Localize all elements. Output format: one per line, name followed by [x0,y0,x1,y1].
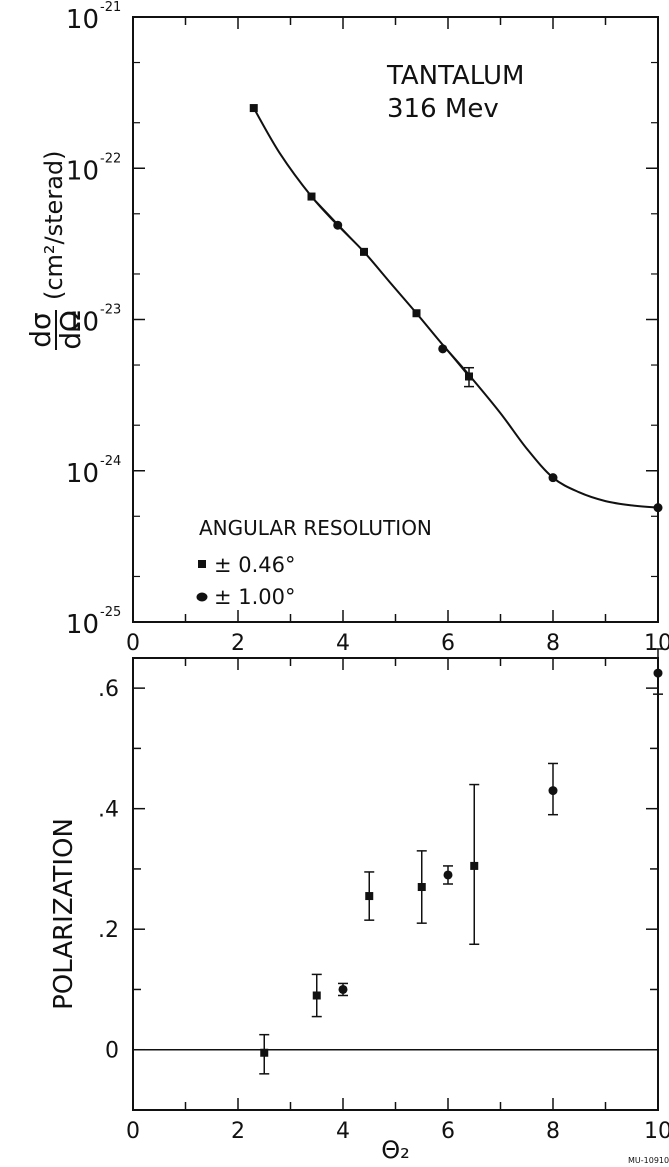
data-points-bottom [259,648,663,1075]
y-label-units: (cm²/sterad) [40,151,68,301]
x-tick-label: 6 [441,1119,455,1144]
legend-circle-marker [196,592,208,602]
x-tick-label: 2 [231,631,245,656]
x-tick-label: 4 [336,1119,350,1144]
figure-code: MU-10910 [628,1156,669,1165]
y-axis-label-top: dσ dΩ (cm²/sterad) [24,151,87,350]
y-tick-label-exponent: -24 [100,454,121,469]
data-point-square [312,991,321,1000]
data-point-circle [443,870,453,880]
tick-marks-top [132,16,659,623]
fit-curve [252,107,659,509]
x-tick-label: 0 [126,1119,140,1144]
y-axis-label-bottom: POLARIZATION [49,818,79,1010]
data-point-square [365,892,374,901]
data-point-circle [333,220,343,230]
annotation-material: TANTALUM [386,61,524,91]
x-tick-labels-bottom: 0 2 4 6 8 10 [126,1119,669,1144]
data-point-square [260,1048,269,1057]
x-tick-label: 4 [336,631,350,656]
y-tick-labels-bottom: 0 .2 .4 .6 [98,677,119,1064]
y-tick-label: .6 [98,677,119,702]
legend-entry-square: ± 0.46° [214,553,296,577]
x-axis-label: Θ₂ [381,1136,410,1164]
y-tick-label-exponent: -25 [100,605,121,620]
y-tick-label-base: 10 [66,156,99,186]
y-tick-label-exponent: -22 [100,151,121,166]
data-point-circle [548,473,558,483]
legend-entry-circle: ± 1.00° [214,585,296,609]
x-tick-label: 6 [441,631,455,656]
data-point-square [249,104,258,113]
x-tick-label: 8 [546,631,560,656]
y-tick-label: 0 [105,1039,119,1064]
y-label-numerator: dσ [24,312,57,348]
legend-title: ANGULAR RESOLUTION [199,516,432,540]
y-tick-label-exponent: -21 [100,0,121,15]
data-point-circle [338,984,348,994]
x-tick-label: 10 [644,1119,669,1144]
data-point-square [360,247,368,256]
x-tick-label: 8 [546,1119,560,1144]
data-point-circle [438,344,448,354]
legend-square-marker [198,560,206,568]
data-point-square [307,192,316,201]
data-point-square [465,372,473,381]
x-tick-label: 0 [126,631,140,656]
data-point-circle [653,503,663,513]
data-point-square [470,861,479,870]
legend: ANGULAR RESOLUTION ± 0.46° ± 1.00° [196,516,432,609]
polarization-panel: 0 2 4 6 8 10 0 .2 .4 .6 POLARIZATION Θ₂ [49,648,669,1164]
x-tick-label: 2 [231,1119,245,1144]
y-tick-label: .2 [98,918,119,943]
y-tick-label-base: 10 [66,308,99,338]
annotation-energy: 316 Mev [387,94,499,124]
y-tick-label-base: 10 [66,610,99,640]
tick-marks-bottom [132,658,659,1111]
plot-frame-bottom [132,657,659,1111]
data-point-square [417,883,426,892]
y-tick-label: .4 [98,798,119,823]
data-point-square [412,309,421,318]
data-point-circle [653,668,663,678]
y-tick-label-base: 10 [66,5,99,35]
y-tick-label-base: 10 [66,459,99,489]
data-points-top [249,104,663,513]
data-point-circle [548,786,558,796]
y-label-denominator: dΩ [54,310,87,349]
y-tick-label-exponent: -23 [100,303,121,318]
x-tick-labels-top: 0 2 4 6 8 10 [126,631,669,656]
x-tick-label: 10 [644,631,669,656]
